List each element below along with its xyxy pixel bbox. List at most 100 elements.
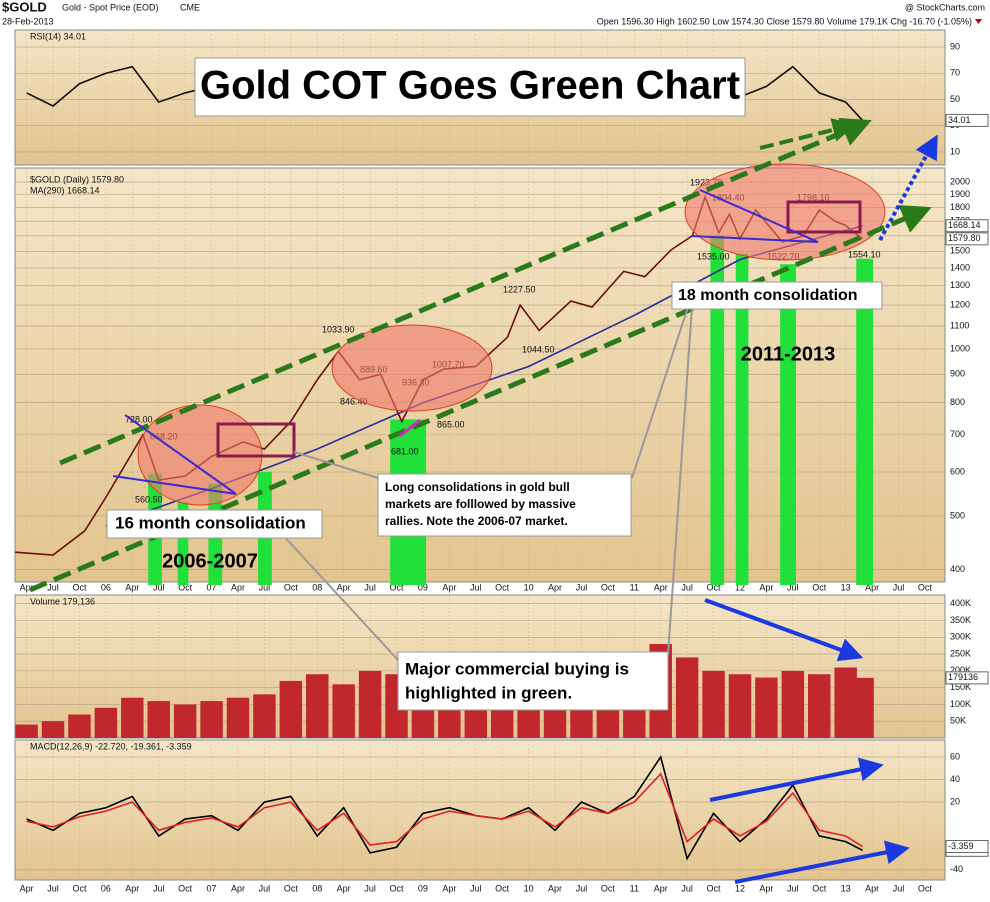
- volume-bar: [675, 657, 699, 738]
- y-tick-label: 350K: [950, 615, 971, 625]
- note-box: [377, 473, 632, 537]
- price-label: 728.00: [125, 414, 153, 424]
- note: markets are folllowed by massive: [385, 497, 576, 511]
- x-tick-label: Apr: [865, 582, 879, 592]
- y-tick-label: 1200: [950, 299, 970, 309]
- x-tick-label: 10: [524, 582, 534, 592]
- x-tick-label: Apr: [759, 883, 773, 893]
- x-tick-label: Apr: [337, 883, 351, 893]
- label: 18 month consolidation: [678, 287, 858, 304]
- down-icon: [975, 19, 982, 24]
- y-tick-label: 600: [950, 466, 965, 476]
- x-tick-label: 11: [630, 883, 639, 893]
- x-tick-label: 08: [312, 883, 322, 893]
- x-tick-label: Oct: [178, 582, 193, 592]
- x-tick-label: Jul: [364, 582, 376, 592]
- x-tick-label: Jul: [259, 883, 271, 893]
- x-tick-label: Oct: [601, 582, 616, 592]
- x-tick-label: Oct: [284, 883, 299, 893]
- legend: $GOLD (Daily) 1579.80: [30, 174, 124, 184]
- end-label: 179136: [948, 672, 978, 682]
- x-tick-label: Jul: [153, 883, 165, 893]
- x-tick-label: Oct: [178, 883, 193, 893]
- x-tick-label: Jul: [576, 883, 588, 893]
- price-label: 1535.00: [697, 251, 730, 261]
- x-tick-label: Oct: [812, 883, 827, 893]
- y-tick-label: 70: [950, 68, 960, 78]
- y-tick-label: 1400: [950, 262, 970, 272]
- y-tick-label: 100K: [950, 699, 971, 709]
- x-tick-label: Apr: [125, 883, 139, 893]
- y-tick-label: 50K: [950, 716, 966, 726]
- range-box: [216, 422, 296, 458]
- consolidation-ellipse: [331, 324, 493, 412]
- price-label: 1033.90: [322, 324, 355, 334]
- x-tick-label: Apr: [231, 582, 245, 592]
- x-tick-label: 12: [735, 582, 745, 592]
- y-tick-label: 1500: [950, 246, 970, 256]
- price-label: 1554.10: [848, 249, 881, 259]
- series-line: [26, 772, 863, 848]
- callout-line: [293, 451, 379, 479]
- x-tick-label: Oct: [72, 883, 87, 893]
- volume-bar: [851, 677, 874, 738]
- panel-label: MACD(12,26,9) -22.720, -19.361, -3.359: [30, 741, 192, 751]
- x-tick-label: 12: [735, 883, 745, 893]
- volume-bar: [68, 714, 91, 738]
- x-tick-label: Jul: [787, 582, 799, 592]
- end-box: [945, 219, 989, 233]
- macd-trend: [709, 757, 884, 802]
- callout-line: [279, 531, 399, 661]
- y-tick-label: 400K: [950, 598, 971, 608]
- macd-panel: [14, 739, 946, 881]
- price-label: 846.40: [340, 396, 368, 406]
- x-tick-label: Apr: [548, 582, 562, 592]
- volume-bar: [279, 680, 303, 738]
- chart-title: Gold COT Goes Green Chart: [200, 64, 740, 108]
- x-tick-label: 13: [841, 582, 851, 592]
- range-box: [786, 200, 862, 234]
- x-tick-label: 09: [418, 582, 428, 592]
- volume-bar: [702, 670, 725, 738]
- label: 2006-2007: [162, 550, 258, 572]
- y-tick-label: 1000: [950, 343, 970, 353]
- note: Long consolidations in gold bull: [385, 480, 570, 494]
- price-label: 1044.50: [522, 344, 555, 354]
- overlays: Gold COT Goes Green Chart 16 month conso…: [29, 57, 938, 884]
- end-label: 34.01: [948, 115, 971, 125]
- x-tick-label: Oct: [707, 582, 722, 592]
- price-label: 560.50: [135, 494, 163, 504]
- upper-channel: [59, 118, 872, 466]
- y-tick-label: 50: [950, 94, 960, 104]
- x-tick-label: 08: [312, 582, 322, 592]
- x-tick-label: Apr: [548, 883, 562, 893]
- x-tick-label: 06: [101, 883, 111, 893]
- end-label: 1579.80: [948, 233, 981, 243]
- end-label: 1668.14: [948, 220, 981, 230]
- note: highlighted in green.: [405, 683, 572, 702]
- x-tick-label: Jul: [153, 582, 165, 592]
- exchange: CME: [180, 2, 200, 12]
- x-tick-label: Oct: [495, 883, 510, 893]
- x-tick-label: Jul: [681, 582, 693, 592]
- callout-line: [667, 306, 693, 656]
- x-tick-label: 06: [101, 582, 111, 592]
- x-tick-label: Oct: [495, 582, 510, 592]
- highlight: [177, 502, 189, 585]
- x-tick-label: Oct: [601, 883, 616, 893]
- volume-bar: [781, 670, 805, 738]
- y-tick-label: 40: [950, 774, 960, 784]
- end-box: [945, 671, 989, 685]
- volume-bar: [200, 701, 223, 738]
- x-tick-label: Oct: [72, 582, 87, 592]
- x-tick-label: Jul: [364, 883, 376, 893]
- x-tick-label: Apr: [442, 582, 456, 592]
- y-tick-label: 1900: [950, 189, 970, 199]
- y-tick-label: 1100: [950, 320, 969, 330]
- x-tick-label: Oct: [284, 582, 299, 592]
- highlight: [856, 258, 874, 585]
- y-tick-label: 90: [950, 41, 960, 51]
- instrument: Gold - Spot Price (EOD): [62, 2, 159, 12]
